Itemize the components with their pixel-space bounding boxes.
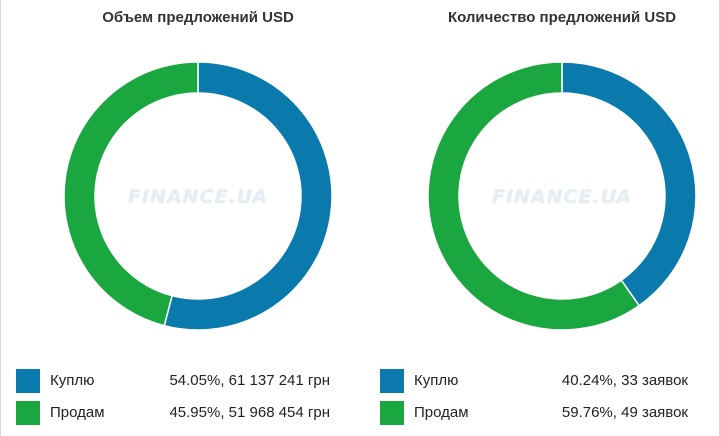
legend-swatch-sell [380, 401, 404, 425]
volume-donut-chart [63, 61, 333, 331]
legend-item-sell[interactable]: Продам 45.95%, 51 968 454 грн [16, 401, 330, 427]
donut-slice-buy[interactable] [163, 61, 333, 331]
donut-slice-sell[interactable] [427, 61, 641, 331]
donut-slice-buy[interactable] [561, 61, 697, 307]
chart-title: Количество предложений USD [447, 9, 677, 26]
legend-swatch-sell [16, 401, 40, 425]
legend-label-buy: Куплю [414, 372, 459, 389]
legend-item-buy[interactable]: Куплю 40.24%, 33 заявок [380, 369, 688, 395]
finance-ua-watermark: FINANCE.UA [492, 186, 632, 208]
legend-value-buy: 54.05%, 61 137 241 грн [169, 372, 330, 389]
count-chart-panel: Количество предложений USD FINANCE.UA Ку… [380, 0, 720, 436]
legend-swatch-buy [380, 369, 404, 393]
legend-label-sell: Продам [414, 404, 469, 421]
count-donut-chart [427, 61, 697, 331]
legend-value-sell: 59.76%, 49 заявок [561, 404, 688, 421]
legend-label-sell: Продам [50, 404, 105, 421]
finance-ua-watermark: FINANCE.UA [128, 186, 268, 208]
donut-slice-sell[interactable] [63, 61, 199, 327]
legend-swatch-buy [16, 369, 40, 393]
legend-item-sell[interactable]: Продам 59.76%, 49 заявок [380, 401, 688, 427]
legend-item-buy[interactable]: Куплю 54.05%, 61 137 241 грн [16, 369, 330, 395]
legend-value-sell: 45.95%, 51 968 454 грн [169, 404, 330, 421]
frame-left-border [0, 0, 1, 436]
volume-chart-panel: Объем предложений USD FINANCE.UA Куплю 5… [16, 0, 368, 436]
legend-label-buy: Куплю [50, 372, 95, 389]
chart-title: Объем предложений USD [102, 9, 294, 26]
legend-value-buy: 40.24%, 33 заявок [561, 372, 688, 389]
